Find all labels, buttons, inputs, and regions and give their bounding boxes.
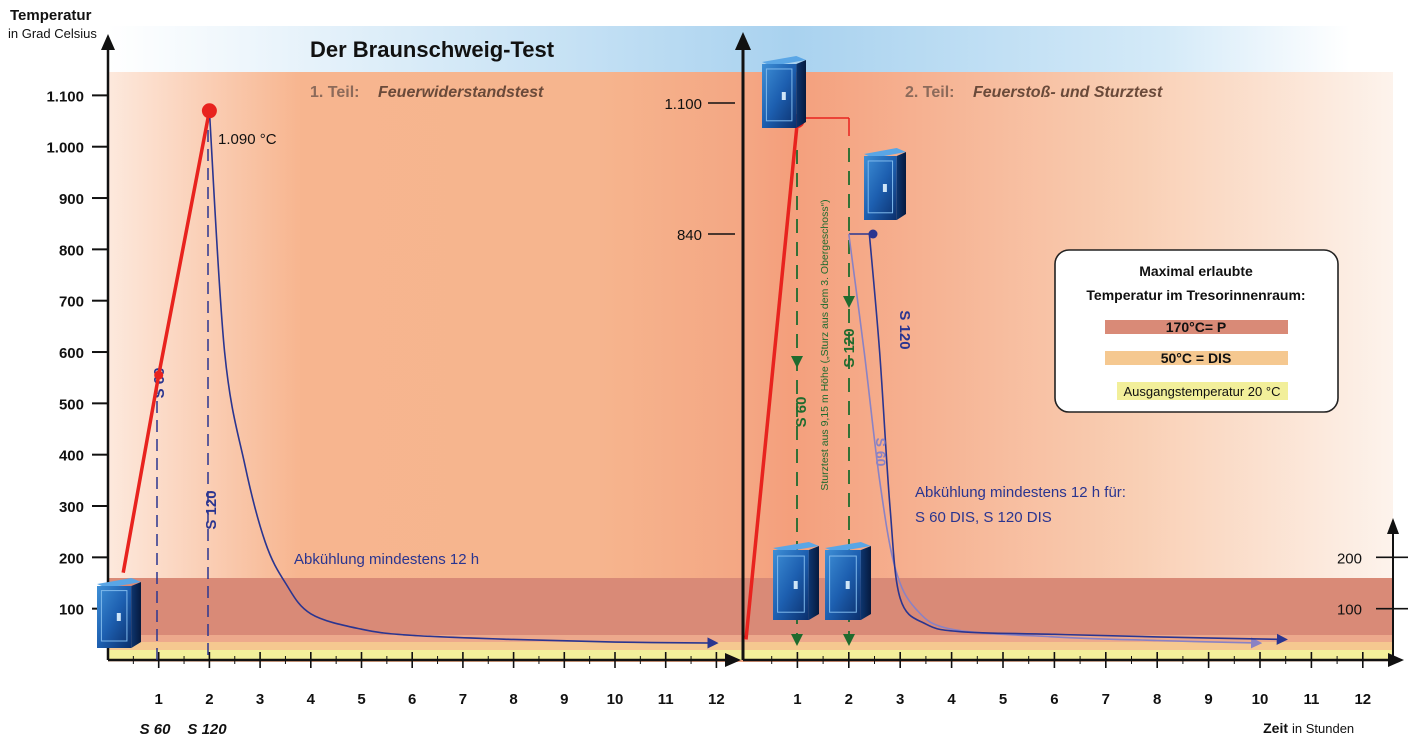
s60-drop-label: S 60 [793,397,810,428]
y-axis-unit: in Grad Celsius [8,26,97,41]
part2-prefix: 2. Teil: [905,84,955,101]
legend-swatch-dis [1105,351,1288,365]
s60-drop-arrow-mid [791,356,803,368]
safe-icon-840 [864,148,906,220]
legend-swatch-start [1117,382,1288,400]
heating-curve-part2 [744,120,800,640]
x-tick-label: 11 [658,691,674,708]
fall-test-label: Sturztest aus 9,15 m Höhe („Sturz aus de… [819,199,831,490]
marker-s120-peak [201,103,217,119]
x-tick-label: 10 [607,691,624,708]
s120-drop-arrow-end [843,634,855,646]
x-tick-label: 2 [205,691,213,708]
safe-illustrations [97,56,906,648]
s120-label: S 120 [203,490,220,529]
y-tick-label-part2: 840 [677,227,702,244]
title-band [108,26,1350,72]
x-tick-label: 6 [408,691,416,708]
y-axis-title: Temperatur [10,7,92,24]
y-tick-label: 400 [59,448,84,465]
y-tick-label: 700 [59,294,84,311]
x-tick-label: 12 [708,691,725,708]
x-tick-label: 8 [1153,691,1161,708]
cooling-label-part2: Abkühlung mindestens 12 h für: [915,484,1126,501]
cooling-label-part1: Abkühlung mindestens 12 h [294,551,479,568]
marker-840 [868,229,878,239]
part2-subtitle: Feuerstoß- und Sturztest [973,84,1163,101]
y-tick-label: 500 [59,396,84,413]
x-tick-label: 5 [357,691,365,708]
x-label-s60: S 60 [140,721,172,738]
legend-start: Ausgangstemperatur 20 °C [1124,384,1281,399]
y-tick-label: 900 [59,191,84,208]
legend-swatch-p [1105,320,1288,334]
safe-icon-fallen-s120 [825,542,871,620]
s120-drop-arrow-mid [843,296,855,308]
x-tick-label: 11 [1303,691,1319,708]
peak-label: 1.090 °C [218,131,277,148]
legend-p: 170°C= P [1166,319,1226,335]
part1-subtitle: Feuerwiderstandstest [378,84,544,101]
y-tick-label: 200 [59,550,84,567]
safe-icon-fallen-s60 [773,542,819,620]
x-tick-label: 2 [845,691,853,708]
y-tick-label: 1.100 [46,88,84,105]
y-tick-label: 600 [59,345,84,362]
x-tick-label: 9 [1204,691,1212,708]
x-label-s120: S 120 [187,721,227,738]
y-tick-label: 1.000 [46,140,84,157]
x-tick-label: 3 [896,691,904,708]
cooling-label-part2-line2: S 60 DIS, S 120 DIS [915,509,1052,526]
legend-title-1: Maximal erlaubte [1139,263,1253,279]
safe-icon-hot [762,56,806,128]
marker-s60 [154,370,164,380]
y-tick-label: 100 [59,602,84,619]
y-tick-label-right: 100 [1337,602,1362,619]
x-tick-label: 9 [560,691,568,708]
x-tick-label: 1 [155,691,163,708]
cooling-curve-part1 [208,110,719,649]
x-tick-label: 3 [256,691,264,708]
s120-drop-label: S 120 [841,328,858,367]
band-p-transition [108,635,1393,642]
y-tick-label: 800 [59,242,84,259]
x-tick-label: 12 [1354,691,1371,708]
band-dis [108,642,1393,650]
tick-marks [92,94,1408,668]
y-tick-label: 300 [59,499,84,516]
s60-curve-label: S 60 [873,438,889,467]
cooling-curve-s60-part2 [848,233,1263,649]
x-tick-label: 6 [1050,691,1058,708]
legend-box: Maximal erlaubte Temperatur im Tresorinn… [1054,249,1339,413]
x-axis-title: Zeit [1263,720,1288,736]
x-tick-label: 5 [999,691,1007,708]
x-tick-label: 7 [1102,691,1110,708]
x-tick-label: 7 [459,691,467,708]
x-tick-label: 4 [307,691,316,708]
legend-dis: 50°C = DIS [1161,350,1232,366]
part1-prefix: 1. Teil: [310,84,360,101]
s120-curve-label: S 120 [896,310,913,349]
band-start [108,650,1393,660]
x-tick-label: 4 [947,691,956,708]
x-tick-label: 10 [1252,691,1269,708]
x-tick-label: 1 [793,691,801,708]
y-tick-label-part2: 1.100 [664,96,702,113]
safe-icon [97,578,141,648]
cooling-curve-s120-part2 [868,233,1288,645]
legend-title-2: Temperatur im Tresorinnenraum: [1086,287,1305,303]
y-tick-label-right: 200 [1337,550,1362,567]
chart-title: Der Braunschweig-Test [310,37,555,62]
x-axis-unit: in Stunden [1292,721,1354,736]
s60-drop-arrow-end [791,634,803,646]
x-tick-label: 8 [509,691,517,708]
